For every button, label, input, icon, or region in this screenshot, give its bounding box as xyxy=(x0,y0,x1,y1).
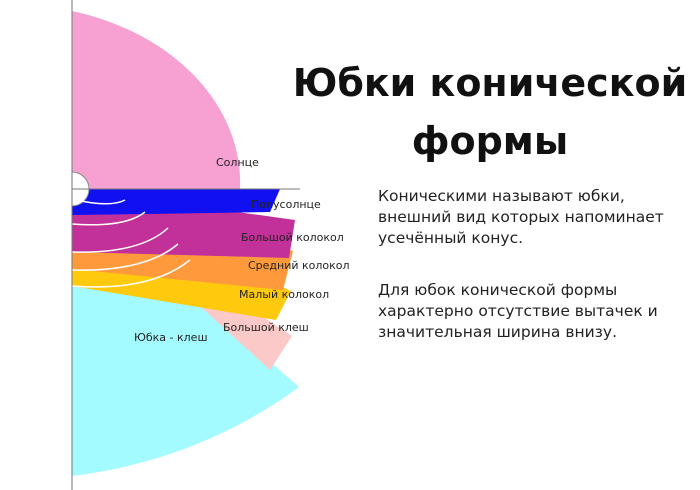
label-yubka-klesh: Юбка - клеш xyxy=(134,331,208,344)
label-maly-kolokol: Малый колокол xyxy=(239,288,329,301)
label-sredny-kolokol: Средний колокол xyxy=(248,259,350,272)
label-bolshoy-kolokol: Большой колокол xyxy=(241,231,344,244)
waist-arcs xyxy=(71,198,191,288)
label-bolshoy-klesh: Большой клеш xyxy=(223,321,309,334)
sector-polusolntse xyxy=(72,189,280,215)
intro-paragraph: Коническими называют юбки, внешний вид к… xyxy=(378,187,664,247)
sector-solntse xyxy=(72,11,241,189)
label-solntse: Солнце xyxy=(216,156,259,169)
label-polusolntse: Полусолнце xyxy=(251,198,321,211)
detail-paragraph: Для юбок конической формы характерно отс… xyxy=(378,281,658,341)
page-title: Юбки конической формы xyxy=(292,61,688,163)
